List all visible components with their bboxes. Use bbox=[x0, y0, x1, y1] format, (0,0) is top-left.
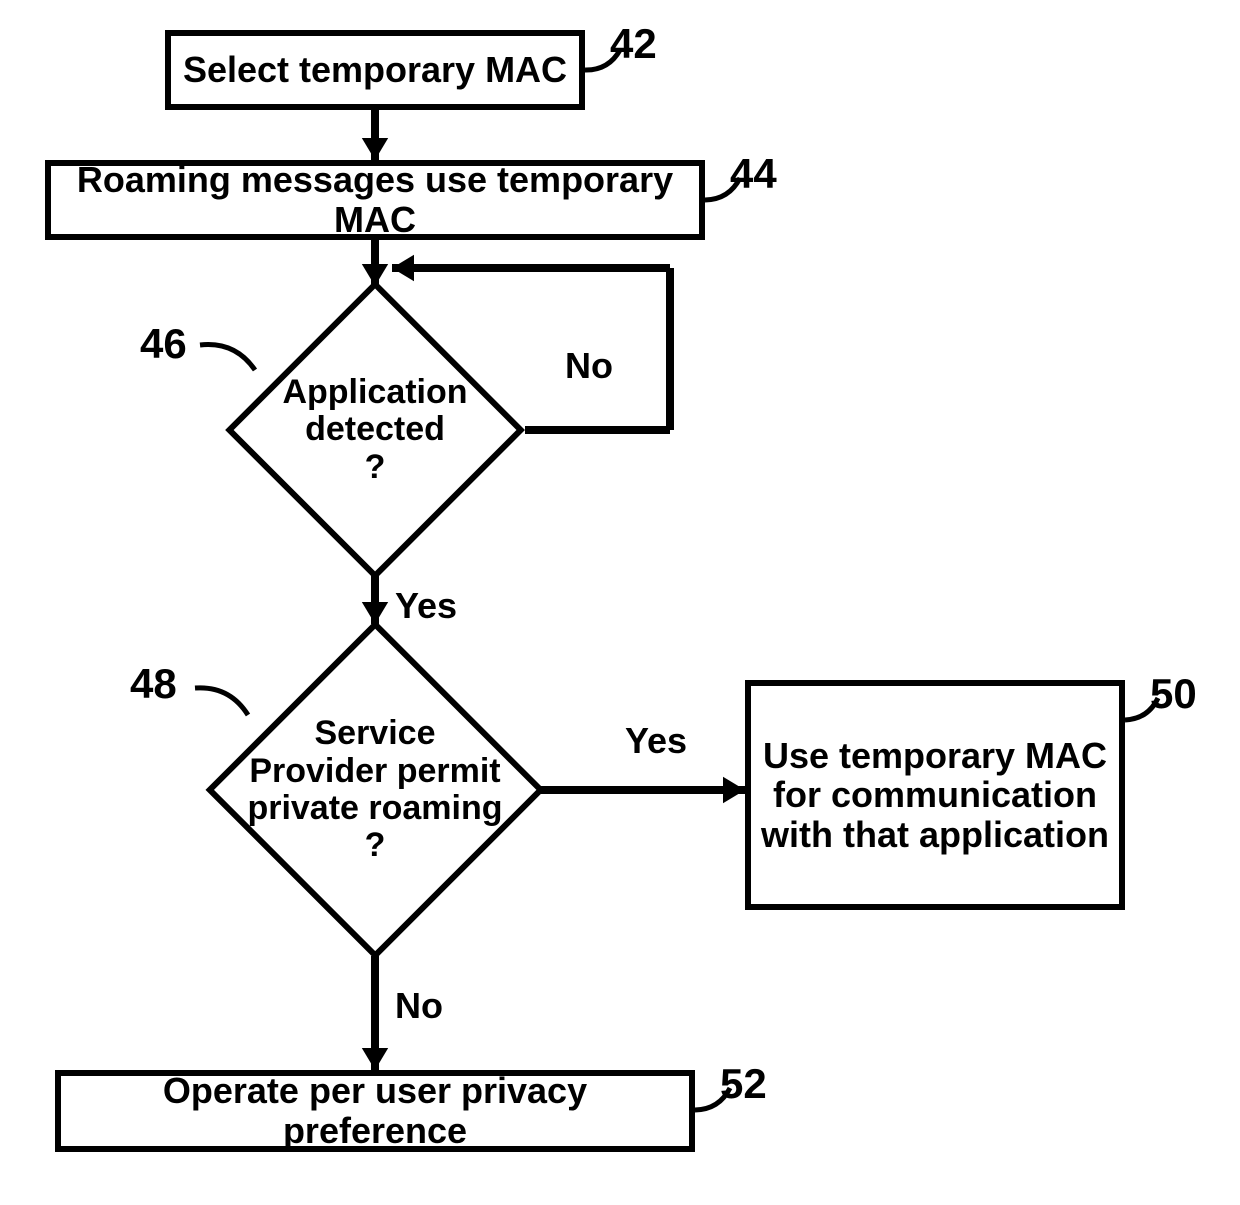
ref-52: 52 bbox=[720, 1060, 767, 1108]
decision-provider-permit: Service Provider permit private roaming … bbox=[205, 620, 545, 960]
ref-42: 42 bbox=[610, 20, 657, 68]
decision-app-detected: Application detected ? bbox=[225, 280, 525, 580]
decision-label: Application detected ? bbox=[225, 280, 525, 580]
ref-44: 44 bbox=[730, 150, 777, 198]
edge-label-no: No bbox=[395, 985, 443, 1027]
process-label: Roaming messages use temporary MAC bbox=[61, 160, 689, 239]
process-label: Operate per user privacy preference bbox=[71, 1071, 679, 1150]
edge-label-no: No bbox=[565, 345, 613, 387]
edge-label-yes: Yes bbox=[625, 720, 687, 762]
process-use-temp-mac: Use temporary MAC for communication with… bbox=[745, 680, 1125, 910]
process-label: Use temporary MAC for communication with… bbox=[761, 736, 1109, 855]
edge-label-yes: Yes bbox=[395, 585, 457, 627]
decision-label: Service Provider permit private roaming … bbox=[205, 620, 545, 960]
process-roaming-msgs: Roaming messages use temporary MAC bbox=[45, 160, 705, 240]
ref-46: 46 bbox=[140, 320, 187, 368]
flowchart-canvas: Select temporary MAC Roaming messages us… bbox=[0, 0, 1240, 1205]
process-select-temp-mac: Select temporary MAC bbox=[165, 30, 585, 110]
ref-48: 48 bbox=[130, 660, 177, 708]
ref-50: 50 bbox=[1150, 670, 1197, 718]
process-operate-privacy: Operate per user privacy preference bbox=[55, 1070, 695, 1152]
process-label: Select temporary MAC bbox=[183, 50, 567, 90]
